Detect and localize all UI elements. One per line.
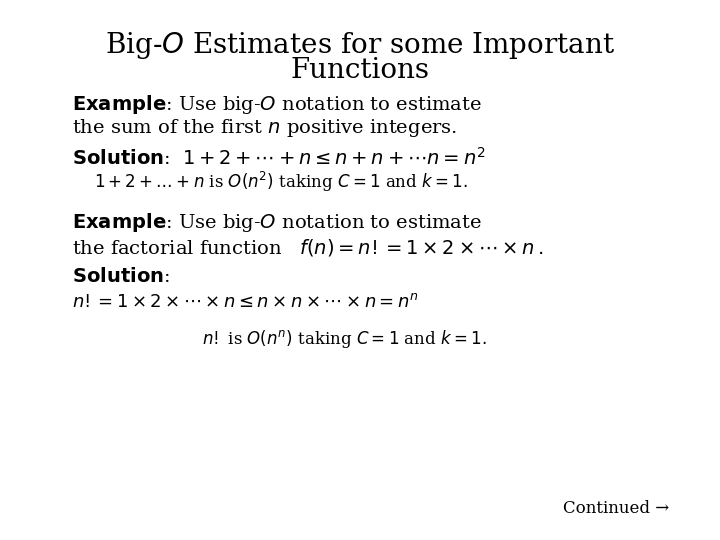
Text: $n!=1\times 2\times\cdots\times n \leq n\times n\times\cdots\times n = n^n$: $n!=1\times 2\times\cdots\times n \leq n… [72, 293, 419, 310]
Text: $\mathbf{Example}$: Use big-$\mathit{O}$ notation to estimate: $\mathbf{Example}$: Use big-$\mathit{O}$… [72, 93, 482, 116]
Text: $\mathbf{Solution}$:: $\mathbf{Solution}$: [72, 267, 170, 286]
Text: Continued →: Continued → [564, 501, 670, 517]
Text: the factorial function   $f(n)=n!=1\times 2\times\cdots\times n\,.$: the factorial function $f(n)=n!=1\times … [72, 237, 544, 258]
Text: $\mathbf{Solution}$:  $1+2+\cdots+n \leq n+n+\cdots n = n^2$: $\mathbf{Solution}$: $1+2+\cdots+n \leq … [72, 147, 485, 169]
Text: Functions: Functions [290, 57, 430, 84]
Text: $n!$ is $O(n^n)$ taking $C=1$ and $k=1.$: $n!$ is $O(n^n)$ taking $C=1$ and $k=1.$ [202, 328, 486, 350]
Text: the sum of the first $n$ positive integers.: the sum of the first $n$ positive intege… [72, 117, 457, 139]
Text: $\mathbf{Example}$: Use big-$\mathit{O}$ notation to estimate: $\mathbf{Example}$: Use big-$\mathit{O}$… [72, 211, 482, 234]
Text: Big-$\mathit{O}$ Estimates for some Important: Big-$\mathit{O}$ Estimates for some Impo… [105, 30, 615, 60]
Text: $1+2+\ldots+n$ is $O(n^2)$ taking $C=1$ and $k=1.$: $1+2+\ldots+n$ is $O(n^2)$ taking $C=1$ … [94, 170, 467, 194]
